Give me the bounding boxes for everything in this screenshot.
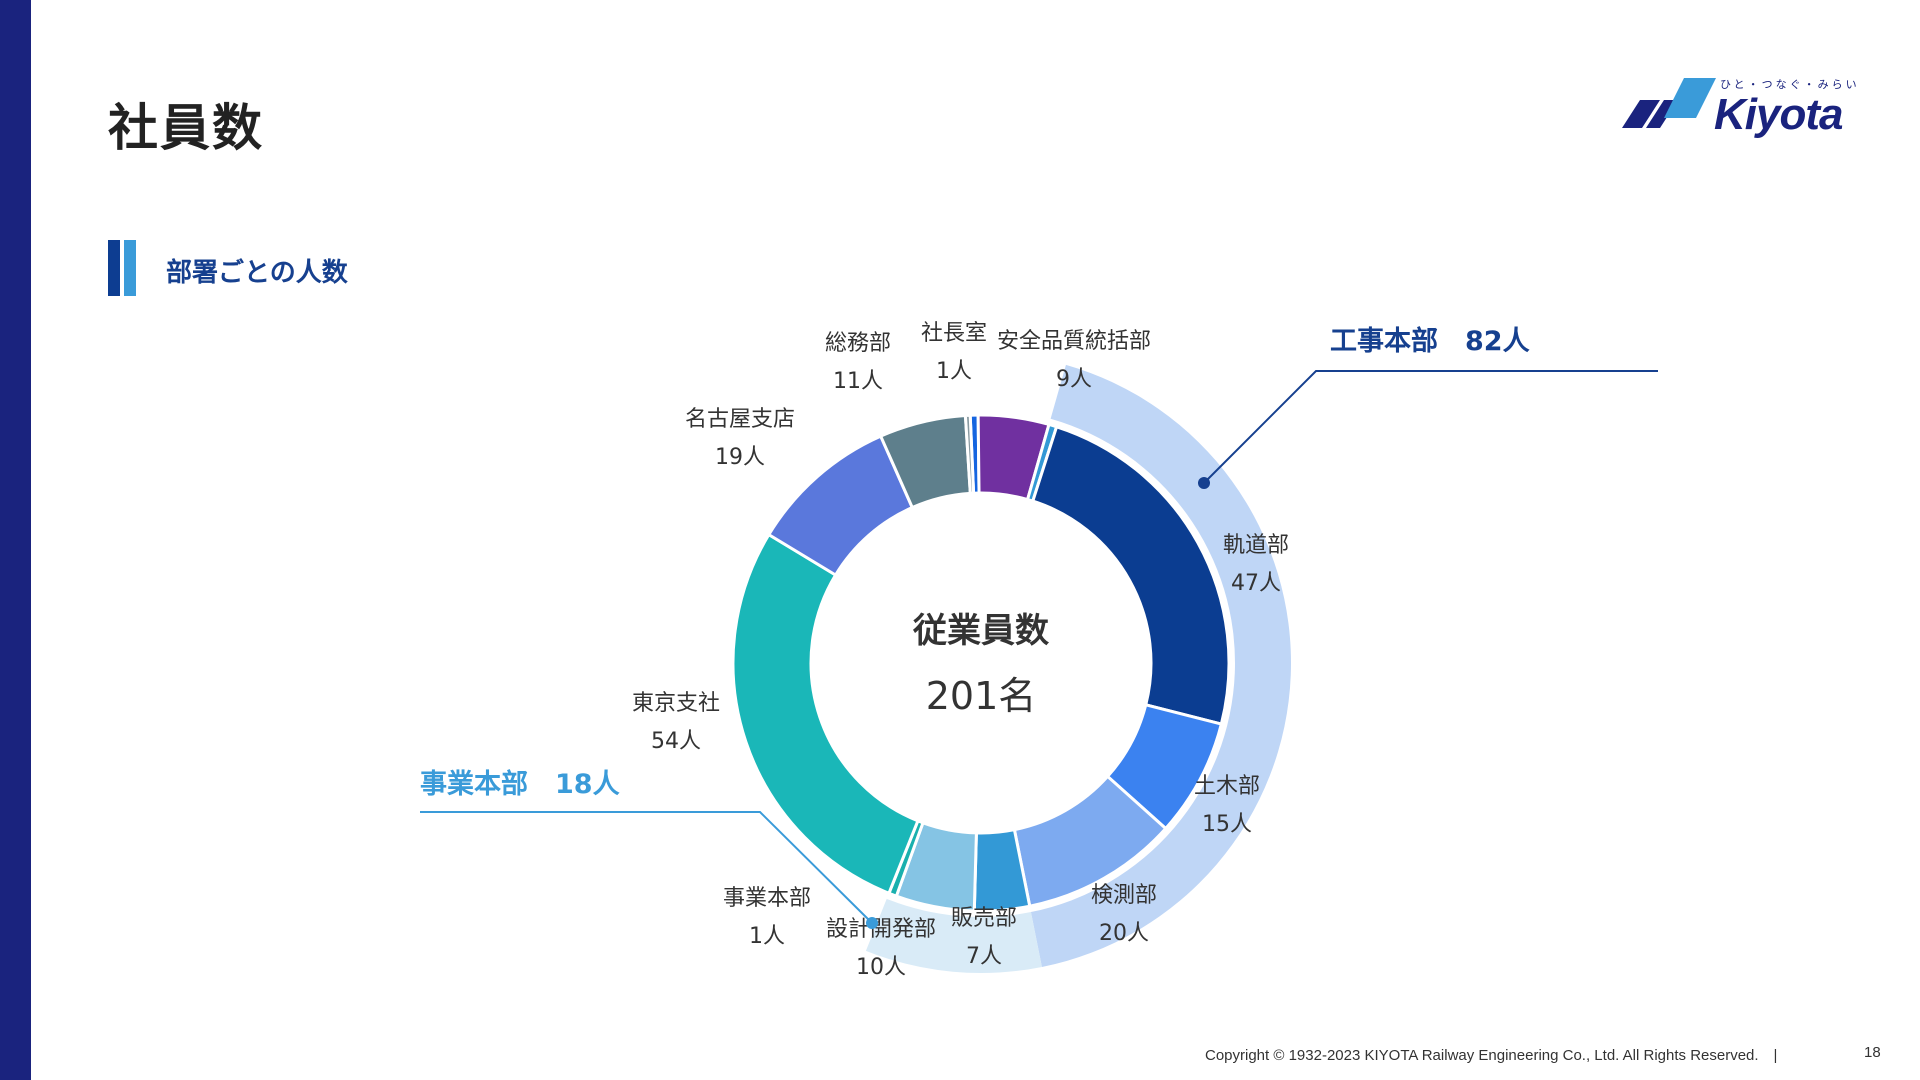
slice-value-11: 19人 [715, 445, 765, 470]
group-callout-label-2: 事業本部 18人 [420, 768, 620, 800]
slice-label-4: 軌道部 [1223, 533, 1289, 558]
slice-label-11: 名古屋支店 [685, 407, 795, 432]
copyright-footer: Copyright © 1932-2023 KIYOTA Railway Eng… [1205, 1047, 1778, 1064]
heading-bar-light [124, 240, 136, 296]
slice-value-12: 11人 [833, 369, 883, 394]
donut-slice-4 [1030, 424, 1231, 726]
slice-label-7: 販売部 [951, 906, 1017, 931]
slice-value-8: 10人 [856, 955, 906, 980]
slice-value-6: 20人 [1099, 921, 1149, 946]
section-heading-text: 部署ごとの人数 [166, 258, 348, 288]
slice-label-2: 安全品質統括部 [997, 329, 1151, 354]
page-number: 18 [1864, 1044, 1881, 1061]
slice-value-1: 1人 [936, 359, 972, 384]
slice-label-9: 事業本部 [723, 886, 811, 911]
slice-value-7: 7人 [966, 944, 1002, 969]
donut-slice-10 [731, 532, 920, 896]
page-title: 社員数 [108, 99, 264, 157]
logo-tagline: ひと・つなぐ・みらい [1720, 78, 1860, 91]
donut-slice-13 [963, 413, 976, 495]
center-value: 201名 [926, 674, 1037, 718]
slice-label-5: 土木部 [1194, 774, 1260, 799]
slice-value-5: 15人 [1202, 812, 1252, 837]
slice-value-10: 54人 [651, 729, 701, 754]
group-callout-dot-2 [866, 917, 878, 929]
slice-label-6: 検測部 [1091, 883, 1157, 908]
heading-bar-dark [108, 240, 120, 296]
logo-mark-icon [1622, 78, 1716, 128]
slice-label-8: 設計開発部 [826, 917, 936, 942]
logo-wordmark: Kiyota [1714, 90, 1843, 139]
group-callout-dot-1 [1198, 477, 1210, 489]
company-logo: ひと・つなぐ・みらい Kiyota [1620, 72, 1860, 142]
slice-value-4: 47人 [1231, 571, 1281, 596]
group-band-2 [865, 898, 1042, 973]
slice-label-1: 社長室 [921, 321, 987, 346]
slice-value-9: 1人 [749, 924, 785, 949]
slice-value-2: 9人 [1056, 367, 1092, 392]
group-callout-label-1: 工事本部 82人 [1330, 325, 1530, 357]
slice-label-12: 総務部 [825, 331, 891, 356]
left-accent-bar [0, 0, 31, 1080]
slice-label-10: 東京支社 [632, 691, 720, 716]
group-callout-line-2 [420, 811, 873, 924]
group-callout-line-1 [1203, 370, 1658, 484]
group-band-1 [1030, 364, 1291, 967]
department-donut-chart: 社長室1人安全品質統括部9人軌道部47人土木部15人検測部20人販売部7人設計開… [420, 321, 1658, 980]
center-title: 従業員数 [912, 611, 1049, 651]
